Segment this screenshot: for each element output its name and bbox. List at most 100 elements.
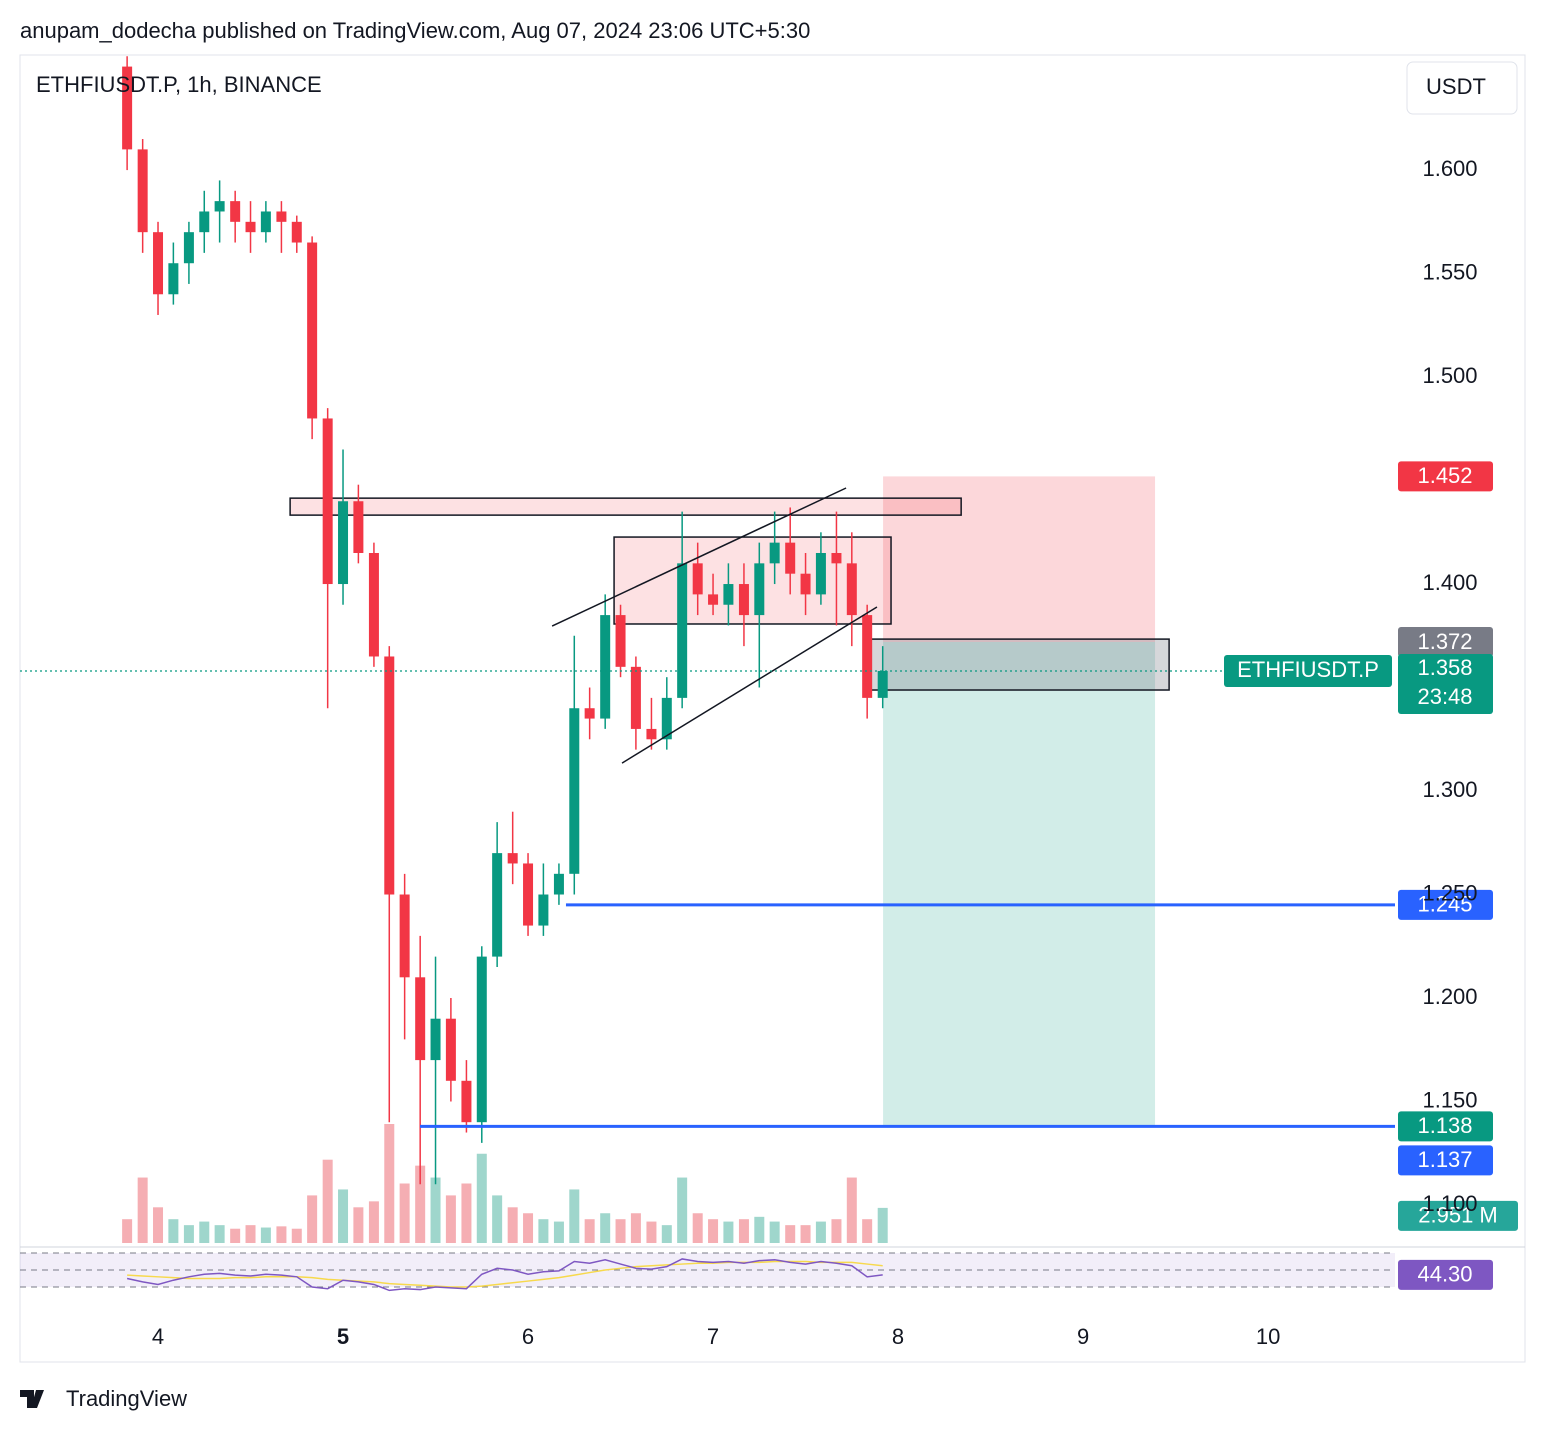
- tradingview-logo: TradingView: [20, 1386, 187, 1411]
- x-tick-label: 5: [337, 1324, 349, 1349]
- y-tick-label: 1.600: [1422, 156, 1477, 181]
- y-tick-label: 1.150: [1422, 1087, 1477, 1112]
- rsi-label: [1398, 1259, 1493, 1290]
- y-tick-label: 1.100: [1422, 1191, 1477, 1216]
- candle-body: [415, 977, 426, 1061]
- candle-body: [276, 211, 287, 222]
- y-tick-label: 1.300: [1422, 777, 1477, 802]
- candle-body: [862, 615, 873, 698]
- symbol-title: ETHFIUSDT.P, 1h, BINANCE: [36, 72, 322, 97]
- volume-bar: [384, 1124, 395, 1243]
- price-axis-label-text: 1.452: [1417, 463, 1472, 488]
- x-tick-label: 4: [152, 1324, 164, 1349]
- candle-body: [399, 894, 410, 978]
- candle-body: [214, 201, 225, 212]
- volume-bar: [461, 1183, 472, 1243]
- volume-bar: [137, 1177, 148, 1243]
- candle-body: [584, 708, 595, 719]
- candle-body: [877, 670, 888, 698]
- target-zone: [883, 641, 1156, 1127]
- price-axis-label: [1398, 889, 1493, 920]
- currency-label[interactable]: USDT: [1426, 74, 1486, 99]
- candle-body: [630, 666, 641, 729]
- volume-bar: [353, 1207, 364, 1243]
- price-axis-label-text: 1.245: [1417, 892, 1472, 917]
- candle-body: [754, 563, 765, 616]
- trendline: [551, 487, 847, 627]
- candle-body: [476, 956, 487, 1123]
- rsi-line: [126, 1258, 883, 1292]
- candle-body: [322, 418, 333, 585]
- candle-body: [708, 594, 719, 605]
- candle-body: [815, 552, 826, 595]
- candle-body: [430, 1018, 441, 1061]
- bar-countdown: 23:48: [1417, 684, 1472, 709]
- candle-body: [353, 501, 364, 553]
- candle-body: [692, 563, 703, 595]
- candle-body: [260, 211, 271, 233]
- volume-bar: [322, 1159, 333, 1243]
- volume-bar: [800, 1225, 811, 1243]
- candle-body: [677, 563, 688, 698]
- x-tick-label: 9: [1077, 1324, 1089, 1349]
- volume-bar: [291, 1228, 302, 1243]
- volume-bar: [569, 1189, 580, 1243]
- volume-bar: [769, 1221, 780, 1243]
- volume-bar: [492, 1195, 503, 1243]
- volume-bar: [399, 1183, 410, 1243]
- candle-body: [122, 66, 133, 150]
- volume-bar: [260, 1227, 271, 1243]
- price-axis-label-text: 1.372: [1417, 629, 1472, 654]
- x-tick-label: 7: [707, 1324, 719, 1349]
- volume-label: [1398, 1200, 1518, 1231]
- candle-body: [553, 873, 564, 895]
- volume-bar: [168, 1219, 179, 1243]
- chart-frame: [19, 54, 1526, 1363]
- currency-button[interactable]: [1406, 61, 1518, 115]
- volume-bar: [183, 1225, 194, 1243]
- candle-body: [245, 221, 256, 233]
- candle-body: [307, 242, 318, 419]
- price-axis-label: [1398, 1145, 1493, 1176]
- candle-body: [661, 697, 672, 740]
- volume-bar: [661, 1225, 672, 1243]
- candle-body: [384, 656, 395, 895]
- volume-label-text: 2.951 M: [1418, 1203, 1498, 1228]
- zone: [868, 638, 1170, 691]
- candle-body: [507, 853, 518, 864]
- volume-bar: [692, 1213, 703, 1243]
- volume-bar: [584, 1219, 595, 1243]
- volume-bar: [230, 1228, 241, 1243]
- candle-body: [492, 853, 503, 957]
- candle-body: [199, 211, 210, 233]
- x-tick-label: 8: [892, 1324, 904, 1349]
- y-tick-label: 1.400: [1422, 570, 1477, 595]
- volume-bar: [877, 1207, 888, 1243]
- zone: [289, 497, 962, 516]
- brand: TradingView: [66, 1386, 187, 1411]
- candle-body: [230, 201, 241, 222]
- candle-body: [137, 149, 148, 233]
- candle-body: [723, 584, 734, 605]
- candle-body: [445, 1018, 456, 1081]
- volume-bar: [276, 1226, 287, 1243]
- volume-bar: [862, 1219, 873, 1243]
- candle-body: [646, 728, 657, 740]
- publisher-line: anupam_dodecha published on TradingView.…: [20, 18, 810, 43]
- volume-bar: [815, 1221, 826, 1243]
- trendline: [621, 606, 878, 764]
- zone: [613, 536, 892, 625]
- price-axis-label-text: 1.138: [1417, 1113, 1472, 1138]
- rsi-ma-line: [127, 1260, 883, 1288]
- volume-bar: [630, 1213, 641, 1243]
- y-tick-label: 1.250: [1422, 880, 1477, 905]
- candle-body: [183, 232, 194, 264]
- logo-icon: [20, 1390, 44, 1408]
- volume-bar: [553, 1221, 564, 1243]
- overlay: 1.452 1.372 1.245 1.138 1.137 ETHFIUSDT.P 1.35…: [20, 461, 1518, 1292]
- candle-body: [569, 708, 580, 874]
- price-axis-label: [1398, 461, 1493, 492]
- volume-bar: [122, 1219, 133, 1243]
- volume-bar: [415, 1165, 426, 1243]
- volume-bar: [199, 1221, 210, 1243]
